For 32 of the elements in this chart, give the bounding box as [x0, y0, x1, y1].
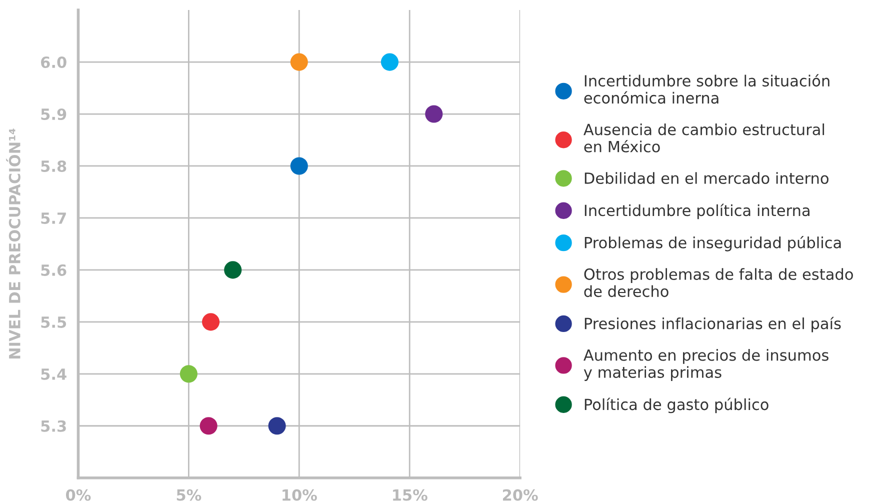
y-tick-label: 5.3 [41, 420, 66, 432]
point [224, 261, 242, 279]
y-tick-label: 5.4 [41, 368, 66, 380]
point [180, 365, 198, 383]
point [290, 157, 308, 175]
point [200, 417, 218, 435]
point [268, 417, 286, 435]
y-tick-label: 5.5 [41, 316, 66, 328]
legend-label: Incertidumbre sobre la situación económica inerna [584, 74, 830, 104]
legend-label: Ausencia de cambio estructural en México [584, 123, 824, 152]
legend-label: Debilidad en el mercado interno [584, 172, 828, 184]
y-tick-label: 6.0 [41, 56, 66, 68]
point [380, 53, 399, 71]
x-tick-label: 10% [282, 489, 317, 501]
y-tick-label: 5.7 [41, 212, 66, 224]
x-tick-label: 0% [66, 489, 91, 501]
y-tick-label: 5.6 [41, 264, 66, 276]
x-tick-label: 15% [393, 489, 428, 501]
legend-label: Otros problemas de falta de estado de derecho [584, 268, 853, 298]
legend-label: Incertidumbre política interna [584, 204, 810, 220]
y-tick-label: 5.9 [41, 108, 66, 120]
legend-label: Presiones inflacionarias en el país [584, 316, 841, 332]
legend-label: Aumento en precios de insumos y materias primas [584, 349, 828, 381]
legend-label: Problemas de inseguridad pública [584, 236, 841, 252]
x-tick-label: 5% [176, 489, 202, 501]
point [290, 53, 308, 71]
x-tick-label: 20% [502, 489, 538, 501]
point [425, 105, 443, 123]
legend-label: Política de gasto público [584, 398, 768, 414]
point [202, 313, 220, 331]
y-tick-label: 5.8 [41, 160, 66, 172]
y-axis-title: NIVEL DE PREOCUPACIÓN¹⁴ [6, 128, 20, 359]
